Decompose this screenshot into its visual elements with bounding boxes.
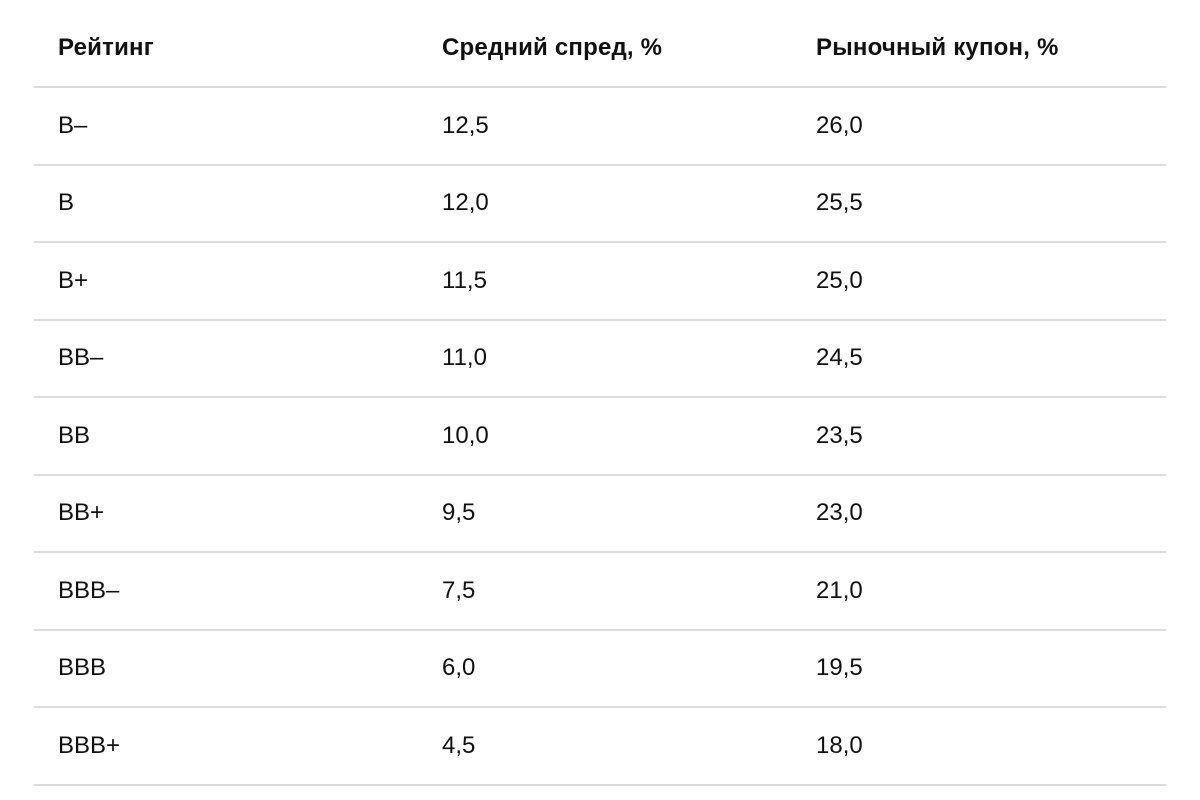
header-row: Рейтинг Средний спред, % Рыночный купон,… (34, 10, 1166, 88)
cell-avg-spread: 7,5 (418, 552, 792, 631)
cell-rating: BB– (34, 319, 418, 398)
cell-market-coupon: 25,0 (792, 242, 1166, 321)
header-market-coupon: Рыночный купон, % (792, 10, 1166, 88)
cell-rating: BBB+ (34, 707, 418, 786)
cell-market-coupon: 18,0 (792, 707, 1166, 786)
cell-market-coupon: 19,5 (792, 629, 1166, 708)
cell-market-coupon: 23,5 (792, 397, 1166, 476)
cell-avg-spread: 4,5 (418, 707, 792, 786)
rating-spread-table: Рейтинг Средний спред, % Рыночный купон,… (34, 10, 1166, 786)
header-avg-spread: Средний спред, % (418, 10, 792, 88)
cell-avg-spread: 12,0 (418, 164, 792, 243)
table-row: BBB 6,0 19,5 (34, 629, 1166, 708)
table-row: B– 12,5 26,0 (34, 87, 1166, 166)
cell-avg-spread: 12,5 (418, 87, 792, 166)
cell-avg-spread: 6,0 (418, 629, 792, 708)
cell-market-coupon: 21,0 (792, 552, 1166, 631)
header-rating: Рейтинг (34, 10, 418, 88)
cell-market-coupon: 25,5 (792, 164, 1166, 243)
cell-rating: BBB (34, 629, 418, 708)
table-row: B+ 11,5 25,0 (34, 242, 1166, 321)
cell-rating: B+ (34, 242, 418, 321)
cell-avg-spread: 10,0 (418, 397, 792, 476)
cell-avg-spread: 11,5 (418, 242, 792, 321)
rating-table-container: Рейтинг Средний спред, % Рыночный купон,… (34, 10, 1166, 786)
cell-rating: BB+ (34, 474, 418, 553)
table-row: B 12,0 25,5 (34, 164, 1166, 243)
table-row: BB 10,0 23,5 (34, 397, 1166, 476)
cell-market-coupon: 26,0 (792, 87, 1166, 166)
cell-rating: B (34, 164, 418, 243)
cell-rating: BB (34, 397, 418, 476)
cell-rating: BBB– (34, 552, 418, 631)
table-row: BBB+ 4,5 18,0 (34, 707, 1166, 786)
cell-market-coupon: 24,5 (792, 319, 1166, 398)
cell-avg-spread: 11,0 (418, 319, 792, 398)
table-body: B– 12,5 26,0 B 12,0 25,5 B+ 11,5 25,0 BB… (34, 87, 1166, 786)
table-header: Рейтинг Средний спред, % Рыночный купон,… (34, 10, 1166, 88)
table-row: BB+ 9,5 23,0 (34, 474, 1166, 553)
table-row: BBB– 7,5 21,0 (34, 552, 1166, 631)
cell-market-coupon: 23,0 (792, 474, 1166, 553)
table-row: BB– 11,0 24,5 (34, 319, 1166, 398)
cell-rating: B– (34, 87, 418, 166)
cell-avg-spread: 9,5 (418, 474, 792, 553)
